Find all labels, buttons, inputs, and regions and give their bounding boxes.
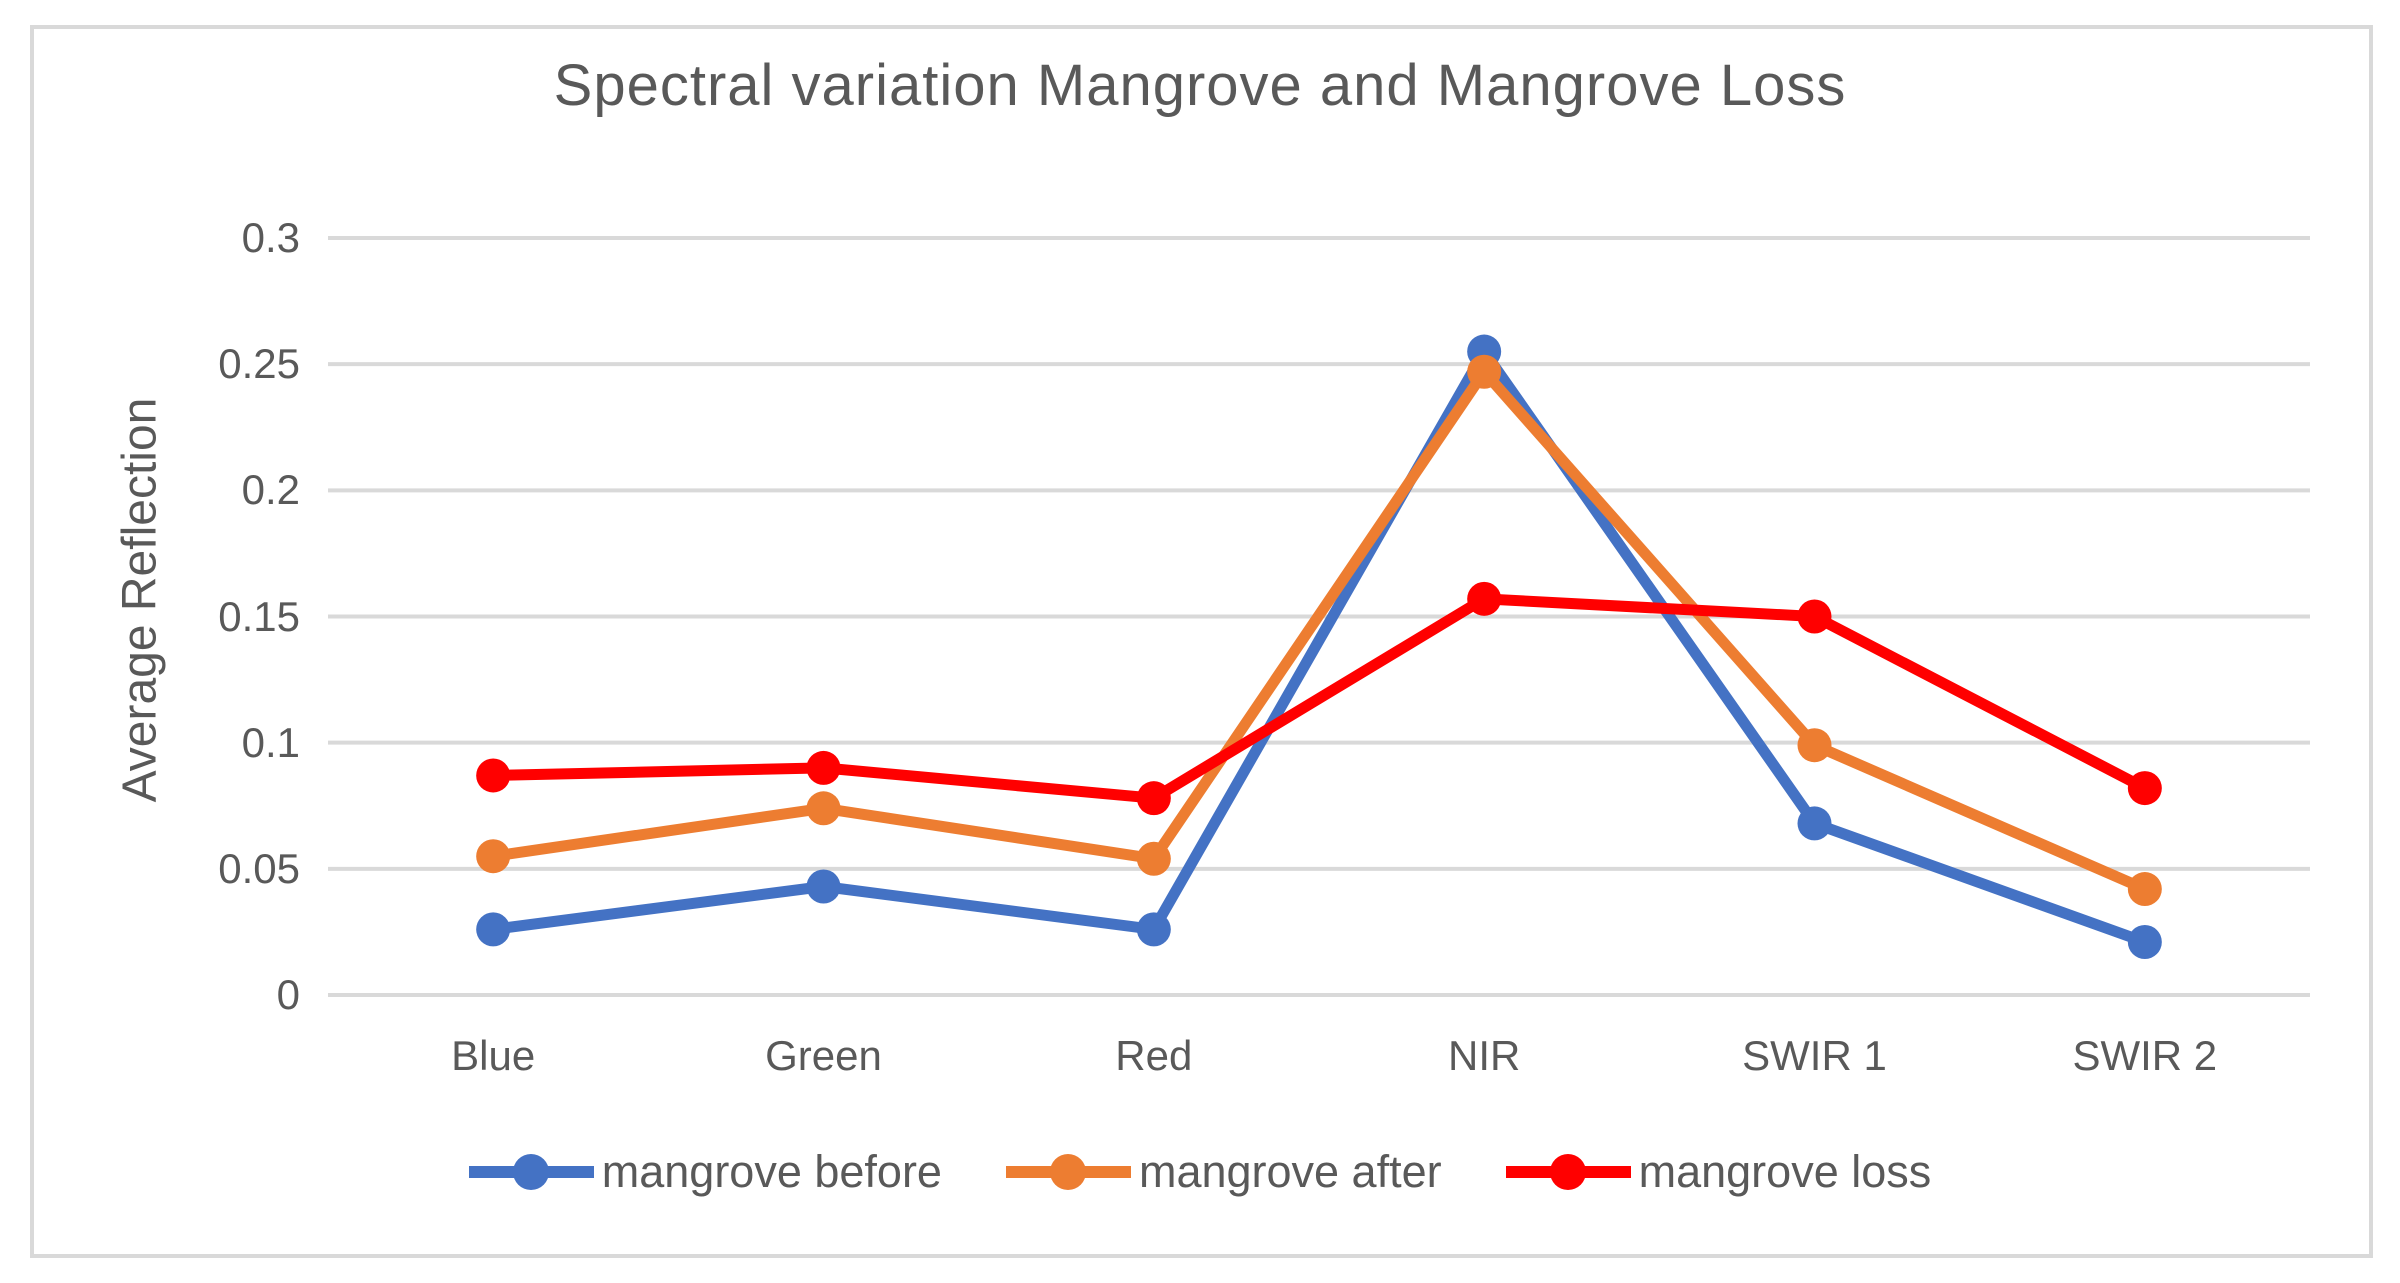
legend-item: mangrove before [468,1146,942,1198]
data-series-layer [476,334,2162,960]
x-category-label: NIR [1447,1032,1521,1079]
legend-item: mangrove after [1005,1146,1442,1198]
series-line-2 [493,593,2148,804]
legend-label: mangrove loss [1638,1146,1932,1197]
y-tick-label: 0.3 [241,214,300,261]
legend-marker-icon [1005,1154,1131,1190]
series-line-0 [492,346,2147,948]
x-category-label: Red [1115,1032,1193,1079]
chart-legend: mangrove before mangrove after mangrove lo… [0,1146,2400,1198]
data-point-marker [806,791,841,826]
legend-label: mangrove before [601,1146,942,1197]
data-point-marker [1797,728,1832,763]
series-line-1 [492,366,2148,895]
data-point-marker [1467,354,1502,389]
data-point-marker [1797,599,1832,634]
data-point-marker [2127,925,2162,960]
y-tick-label: 0.2 [241,466,300,514]
chart-title: Spectral variation Mangrove and Mangrove… [553,53,1847,118]
y-tick-label: 0.05 [218,844,300,892]
data-point-marker [2127,771,2162,806]
chart-border-frame [30,25,2373,1258]
data-point-marker [476,758,511,793]
data-point-marker [476,912,511,947]
y-tick-label: 0 [276,971,300,1018]
legend-item: mangrove loss [1505,1146,1932,1198]
y-tick-label: 0.1 [241,718,300,766]
legend-marker-icon [1505,1154,1631,1190]
data-point-marker [1467,581,1502,616]
data-point-marker [1136,781,1171,816]
data-point-marker [806,750,841,785]
x-category-label: Green [765,1032,882,1079]
data-point-marker [476,839,511,874]
legend-marker-icon [468,1154,594,1190]
data-point-marker [1797,806,1832,841]
data-point-marker [2127,872,2162,907]
y-tick-label: 0.25 [218,340,300,388]
y-tick-label: 0.15 [218,592,300,640]
x-category-label: SWIR 2 [2072,1032,2218,1079]
x-category-label: Blue [451,1032,536,1079]
data-point-marker [1136,841,1171,876]
legend-label: mangrove after [1138,1146,1442,1197]
gridlines [328,236,2310,997]
x-category-label: SWIR 1 [1742,1032,1887,1079]
data-point-marker [1136,912,1171,947]
data-point-marker [806,869,841,904]
